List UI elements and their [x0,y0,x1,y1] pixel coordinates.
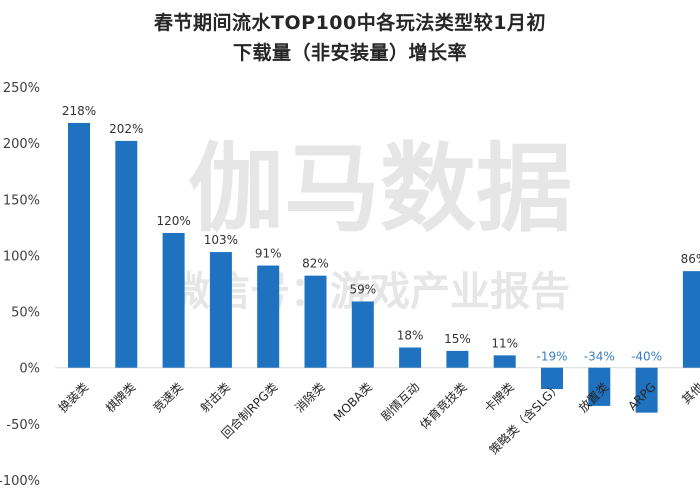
bar [351,301,374,368]
y-tick-label: 50% [11,306,40,321]
data-label: 202% [109,122,143,136]
bar [399,347,422,368]
data-label: 218% [62,104,96,118]
data-label: -34% [584,350,615,364]
data-label: 15% [444,332,471,346]
bar [682,271,700,368]
bars-group [68,122,700,413]
category-label: 其他 [679,380,700,407]
bar [493,355,516,368]
category-label: 换装类 [56,380,91,415]
data-label: 18% [397,329,424,343]
data-label: 82% [302,257,329,271]
bar [304,275,327,368]
data-label: 59% [349,282,376,296]
data-label: 11% [491,336,518,350]
bar [541,367,563,390]
bar [115,140,138,368]
chart-title-line-1: 春节期间流水TOP100中各玩法类型较1月初 [154,12,546,34]
bar [162,232,185,368]
category-label: 棋牌类 [103,380,138,415]
bar [635,367,658,413]
y-tick-label: 200% [3,137,40,152]
category-label: 卡牌类 [481,380,516,415]
bar [68,122,90,368]
watermark-logo-text: 伽马数据 [188,133,572,245]
data-label: 86% [681,252,700,266]
category-label: 消除类 [292,379,328,415]
watermark: 伽马数据 微信号：游戏产业报告 [169,133,572,315]
bar [209,252,232,368]
bar [446,350,469,368]
data-labels-group: 218% 202% 120% 103% 91% 82% 59% 18% 15% 11% -19% -3… [62,104,700,364]
bar [588,367,611,406]
y-tick-label: 250% [3,81,40,96]
category-label: 射击类 [197,379,233,415]
chart-title-line-2: 下载量（非安装量）增长率 [232,42,467,64]
y-tick-label: 100% [3,249,40,264]
data-label: -40% [631,350,662,364]
data-label: 91% [255,247,282,261]
category-label: 剧情互动 [378,380,422,424]
category-label: MOBA类 [331,380,375,424]
y-tick-label: -100% [0,474,40,489]
y-tick-label: 150% [3,193,40,208]
bar [257,265,280,368]
y-tick-label: 0% [19,362,40,377]
y-axis: 250% 200% 150% 100% 50% 0% -50% -100% [0,81,700,489]
y-tick-label: -50% [6,418,40,433]
category-label: 竞速类 [150,380,185,415]
category-label: 体育竞技类 [416,379,469,432]
data-label: 103% [204,233,238,247]
data-label: 120% [156,214,190,228]
data-label: -19% [536,350,567,364]
